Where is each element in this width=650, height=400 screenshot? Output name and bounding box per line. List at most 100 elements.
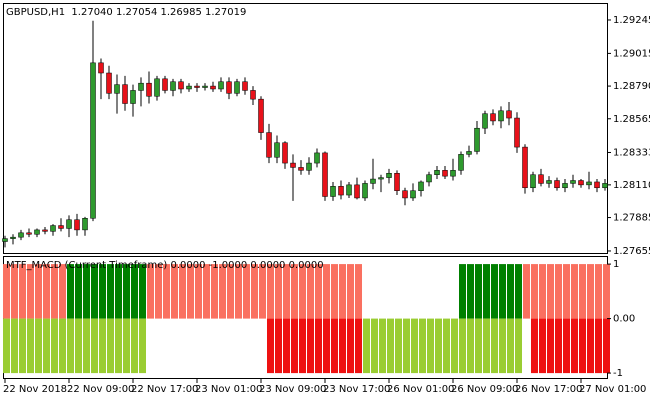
candle-body <box>530 174 536 189</box>
histogram-bar <box>403 318 410 374</box>
histogram-bar <box>475 318 482 374</box>
histogram-bar <box>99 318 106 374</box>
candle-body <box>602 183 608 189</box>
histogram-bar <box>419 318 426 374</box>
candle-body <box>138 82 144 91</box>
candle-body <box>490 113 496 122</box>
histogram-bar <box>291 318 298 374</box>
y-tick-label: 1.28110 <box>613 180 650 191</box>
candle-body <box>586 181 592 186</box>
y-tick-label: -1 <box>613 368 623 379</box>
histogram-bar <box>323 318 330 374</box>
histogram-bar <box>27 264 34 319</box>
x-tick-label: 26 Nov 09:00 <box>451 384 518 395</box>
candle-body <box>170 81 176 91</box>
candle-body <box>538 174 544 184</box>
histogram-bar <box>395 318 402 374</box>
histogram-bar <box>43 318 50 374</box>
candle-body <box>482 113 488 129</box>
x-tick-label: 22 Nov 2018 <box>3 384 67 395</box>
histogram-bar <box>563 318 570 374</box>
histogram-bar <box>539 264 546 319</box>
histogram-bar <box>3 264 10 319</box>
histogram-bar <box>299 318 306 374</box>
histogram-bar <box>315 264 322 319</box>
candle-body <box>394 172 400 191</box>
histogram-bar <box>483 264 490 319</box>
histogram-bar <box>11 318 18 374</box>
histogram-bar <box>483 318 490 374</box>
histogram-bar <box>51 264 58 319</box>
candle-body <box>562 183 568 189</box>
histogram-bar <box>491 318 498 374</box>
histogram-bar <box>67 264 74 319</box>
histogram-bar <box>195 264 202 319</box>
y-tick-label: 1.27655 <box>613 246 650 257</box>
histogram-bar <box>99 264 106 319</box>
indicator-title: MTF_MACD (Current Timeframe) 0.0000 -1.0… <box>6 260 324 271</box>
histogram-bar <box>35 318 42 374</box>
histogram-bar <box>595 264 602 319</box>
histogram-bar <box>123 318 130 374</box>
candle-body <box>554 180 560 189</box>
histogram-bar <box>603 318 610 374</box>
histogram-bar <box>283 264 290 319</box>
histogram-bar <box>51 318 58 374</box>
candle-body <box>130 90 136 104</box>
histogram-bar <box>347 318 354 374</box>
candle-body <box>418 181 424 191</box>
histogram-bar <box>115 264 122 319</box>
histogram-bar <box>275 264 282 319</box>
histogram-bar <box>251 264 258 319</box>
histogram-bar <box>595 318 602 374</box>
candle-body <box>50 225 56 232</box>
candle-body <box>314 152 320 164</box>
histogram-bar <box>355 318 362 374</box>
candle-body <box>546 180 552 184</box>
histogram-bar <box>331 264 338 319</box>
histogram-bar <box>179 264 186 319</box>
histogram-bar <box>259 264 266 319</box>
histogram-bar <box>531 264 538 319</box>
x-tick-label: 26 Nov 01:00 <box>387 384 454 395</box>
histogram-bar <box>67 318 74 374</box>
histogram-bar <box>107 264 114 319</box>
histogram-bar <box>371 318 378 374</box>
candle-body <box>402 190 408 199</box>
histogram-bar <box>315 318 322 374</box>
histogram-bar <box>307 264 314 319</box>
histogram-bar <box>459 264 466 319</box>
candle-body <box>226 81 232 94</box>
histogram-bar <box>515 318 522 374</box>
histogram-bar <box>499 318 506 374</box>
histogram-bar <box>531 318 538 374</box>
histogram-bar <box>243 264 250 319</box>
histogram-bar <box>347 264 354 319</box>
candle-body <box>34 229 40 235</box>
candle-body <box>210 85 216 90</box>
histogram-bar <box>107 318 114 374</box>
histogram-bar <box>427 318 434 374</box>
candle-body <box>282 142 288 164</box>
candle-body <box>322 152 328 197</box>
histogram-bar <box>147 264 154 319</box>
candle-body <box>386 172 392 178</box>
histogram-bar <box>563 264 570 319</box>
histogram-bar <box>555 264 562 319</box>
y-tick-label: 1.29015 <box>613 48 650 59</box>
candle-body <box>274 142 280 158</box>
candle-body <box>370 178 376 184</box>
histogram-bar <box>547 318 554 374</box>
candle-body <box>354 184 360 199</box>
candle-body <box>266 132 272 158</box>
y-tick-label: 1.28333 <box>613 147 650 158</box>
histogram-bar <box>547 264 554 319</box>
histogram-bar <box>339 318 346 374</box>
histogram-bar <box>211 264 218 319</box>
histogram-bar <box>587 264 594 319</box>
histogram-bar <box>91 264 98 319</box>
histogram-bar <box>307 318 314 374</box>
histogram-bar <box>11 264 18 319</box>
candle-body <box>146 82 152 97</box>
candle-body <box>186 85 192 90</box>
